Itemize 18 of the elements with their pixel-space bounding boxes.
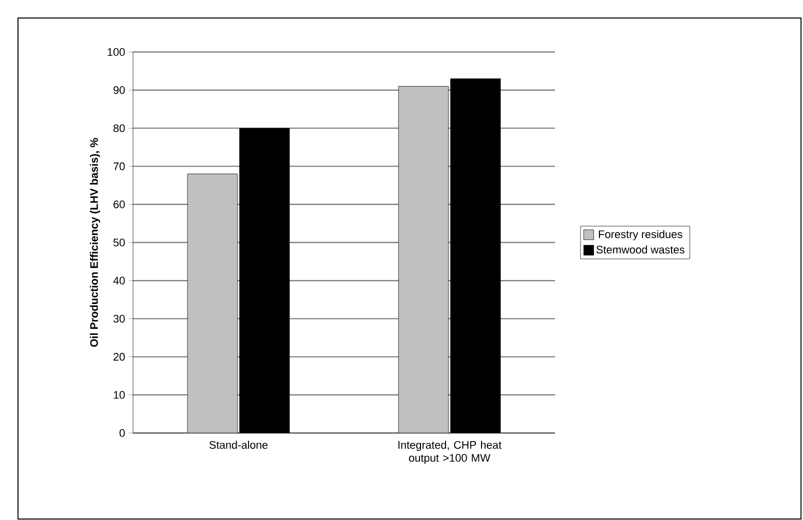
bar [398, 86, 449, 433]
y-axis-title: Oil Production Efficiency (LHV basis), % [90, 138, 100, 347]
x-tick-label: Integrated, CHP heat output >100 MW [398, 440, 502, 464]
y-tick-label: 60 [114, 200, 125, 208]
y-tick-label: 0 [120, 429, 125, 437]
bar [188, 174, 238, 433]
y-tick-label: 30 [113, 314, 125, 323]
y-tick-label: 40 [113, 276, 125, 284]
legend-label: Stemwood wastes [596, 245, 684, 254]
y-tick-label: 70 [114, 162, 125, 170]
y-tick-label: 80 [114, 124, 125, 132]
y-tick-label: 90 [114, 86, 125, 94]
legend-label: Forestry residues [598, 230, 682, 240]
y-tick-label: 100 [108, 48, 125, 56]
y-tick-label: 50 [113, 238, 125, 246]
y-tick-label: 20 [114, 352, 125, 361]
x-tick-label: Stand-alone [209, 440, 268, 449]
y-tick-label: 10 [114, 391, 125, 399]
